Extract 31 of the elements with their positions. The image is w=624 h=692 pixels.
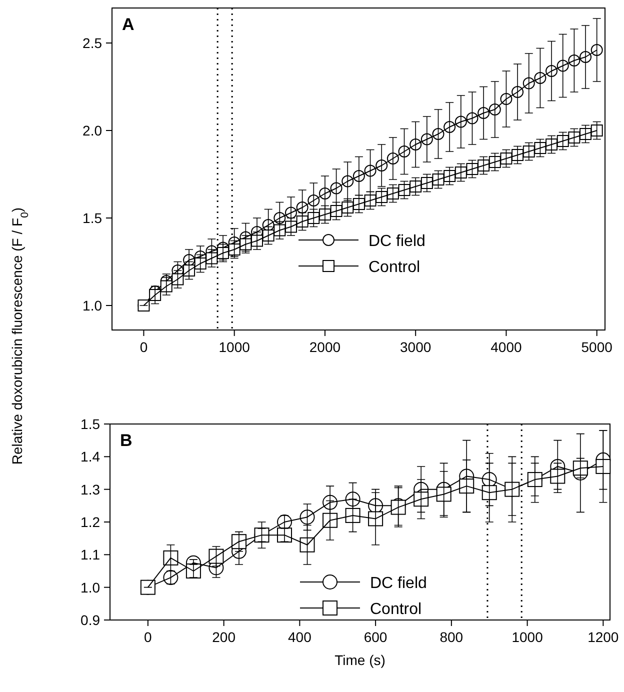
x-tick-label: 1000	[512, 629, 544, 645]
x-tick-label: 1000	[218, 339, 250, 355]
x-tick-label: 0	[140, 339, 148, 355]
x-tick-label: 200	[212, 629, 236, 645]
y-tick-label: 1.5	[82, 210, 102, 226]
x-tick-label: 1200	[588, 629, 619, 645]
y-tick-label: 1.0	[82, 298, 102, 314]
y-tick-label: 1.5	[80, 416, 100, 432]
y-tick-label: 2.0	[82, 122, 102, 138]
y-tick-label: 1.2	[80, 514, 100, 530]
legend-label: DC field	[370, 575, 427, 592]
y-tick-label: 1.0	[80, 579, 100, 596]
x-tick-label: 2000	[309, 339, 341, 355]
x-axis-title: Time (s)	[334, 652, 386, 668]
legend-label: DC field	[368, 233, 426, 250]
x-tick-label: 5000	[581, 339, 613, 355]
x-tick-label: 400	[288, 629, 312, 645]
x-tick-label: 4000	[490, 339, 522, 355]
y-tick-label: 1.1	[80, 546, 100, 563]
chart-title: A	[122, 15, 134, 34]
chart-title: B	[120, 431, 132, 450]
y-tick-label: 2.5	[82, 35, 102, 51]
x-tick-label: 3000	[400, 339, 432, 355]
x-tick-label: 800	[440, 629, 464, 645]
y-tick-label: 1.3	[80, 481, 100, 498]
legend-label: Control	[368, 259, 420, 276]
y-tick-label: 0.9	[80, 612, 100, 628]
y-tick-label: 1.4	[80, 448, 100, 465]
x-tick-label: 0	[144, 629, 152, 645]
legend-label: Control	[370, 601, 422, 618]
x-tick-label: 600	[364, 629, 388, 645]
